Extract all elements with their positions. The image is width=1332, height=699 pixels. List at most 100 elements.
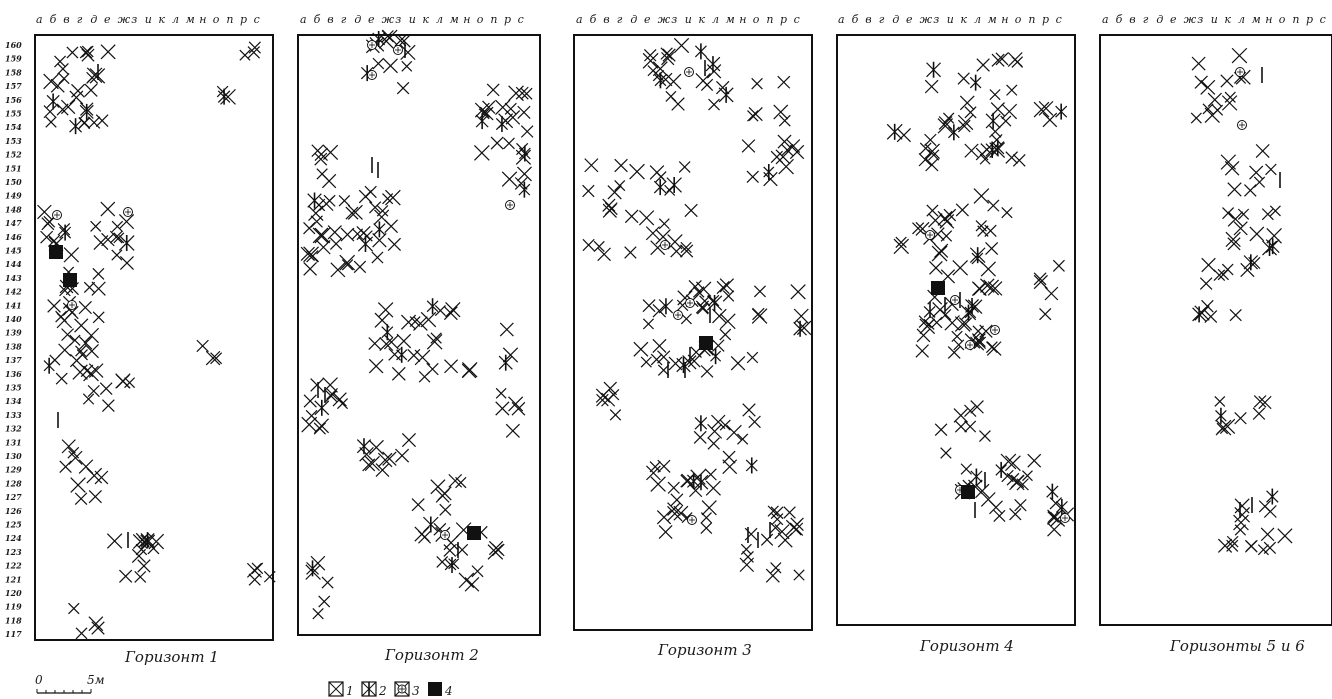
row-number: 129: [5, 465, 22, 475]
find-cross: [1213, 269, 1226, 281]
find-cross: [991, 53, 1005, 67]
find-cross: [1220, 74, 1234, 88]
row-number: 117: [5, 629, 22, 639]
find-cross: [596, 393, 609, 407]
find-cross: [119, 569, 133, 583]
find-cross: [719, 419, 731, 431]
find-cross: [786, 139, 801, 153]
find-cross: [407, 348, 421, 362]
find-cross: [1225, 231, 1241, 248]
find-cross: [322, 144, 339, 160]
find-cross: [1001, 206, 1013, 219]
legend-label-4: 4: [444, 684, 453, 698]
find-cross: [92, 267, 105, 280]
find-cross: [667, 505, 683, 522]
find-cross: [325, 390, 338, 402]
find-cross: [1253, 176, 1266, 188]
scale-bar-start: 0: [35, 673, 43, 687]
find-cross: [391, 366, 406, 381]
column-letter: б: [50, 13, 57, 26]
find-cross: [101, 399, 115, 412]
column-letter: п: [226, 13, 233, 26]
find-cross: [94, 470, 109, 485]
column-letter: н: [739, 13, 746, 26]
find-cross: [937, 210, 953, 226]
find-cross: [1231, 47, 1248, 64]
find-cross: [124, 377, 136, 389]
find-hatched-circle: [393, 45, 403, 55]
find-cross: [368, 358, 384, 374]
find-cross: [662, 48, 676, 62]
find-cross: [448, 473, 463, 488]
column-letter: н: [1265, 13, 1272, 26]
row-number: 118: [5, 615, 22, 625]
find-hatched-circle: [123, 207, 133, 217]
find-cross: [893, 238, 910, 255]
find-cross: [263, 570, 276, 583]
find-cross: [486, 83, 500, 97]
find-cross: [88, 616, 104, 632]
row-number: 143: [5, 273, 22, 283]
panel-caption-3: Горизонт 3: [657, 641, 752, 659]
find-solid-square: [63, 273, 77, 287]
find-cross: [924, 79, 939, 94]
find-cross: [1006, 472, 1020, 486]
find-cross: [1027, 453, 1042, 468]
find-cross: [56, 312, 73, 329]
find-cross: [79, 336, 93, 350]
find-cross: [82, 393, 95, 405]
row-number: 139: [5, 328, 22, 338]
column-letter: к: [422, 13, 429, 26]
column-letter: а: [300, 13, 307, 26]
find-cross: [722, 290, 735, 302]
column-letter: ж: [920, 13, 933, 26]
find-cross: [74, 492, 88, 506]
find-cross: [474, 102, 490, 118]
find-cross: [777, 532, 793, 548]
column-letter: д: [630, 13, 637, 26]
find-cross: [658, 72, 673, 87]
column-letter: с: [1320, 13, 1326, 26]
column-letter: с: [1056, 13, 1062, 26]
find-cross: [359, 446, 374, 462]
row-number: 155: [5, 109, 22, 119]
find-cross: [1039, 307, 1052, 321]
column-letter: к: [1224, 13, 1231, 26]
find-cross: [633, 341, 649, 357]
find-marks: [37, 29, 1293, 640]
find-cross: [396, 81, 410, 95]
find-cross: [47, 299, 61, 313]
find-cross: [372, 57, 385, 70]
find-cross: [111, 249, 123, 261]
find-cross: [926, 204, 939, 217]
column-letter: и: [409, 13, 416, 26]
find-cross: [100, 201, 116, 217]
find-cross: [993, 509, 1006, 522]
find-cross: [1202, 103, 1214, 115]
find-cross: [957, 72, 970, 85]
panel-frame-5: [1099, 34, 1332, 626]
find-cross: [1244, 184, 1257, 197]
find-cross: [934, 243, 949, 258]
find-cross: [1255, 143, 1270, 158]
find-cross: [665, 73, 682, 90]
column-letter: б: [852, 13, 859, 26]
row-number: 124: [5, 533, 22, 543]
find-cross: [652, 303, 667, 318]
find-cross: [657, 459, 671, 473]
find-cross: [58, 343, 72, 357]
column-letter: е: [1170, 13, 1177, 26]
find-cross: [643, 48, 657, 62]
find-cross: [957, 119, 971, 133]
find-cross: [661, 51, 675, 66]
find-cross: [515, 86, 529, 100]
find-cross: [401, 433, 417, 448]
find-cross: [944, 315, 960, 331]
panel-frame-4: [836, 34, 1076, 626]
find-cross: [115, 373, 131, 389]
find-cross: [964, 420, 977, 433]
find-cross: [960, 463, 972, 475]
row-number: 140: [5, 314, 22, 324]
find-cross: [362, 458, 376, 472]
find-cross: [76, 349, 88, 361]
